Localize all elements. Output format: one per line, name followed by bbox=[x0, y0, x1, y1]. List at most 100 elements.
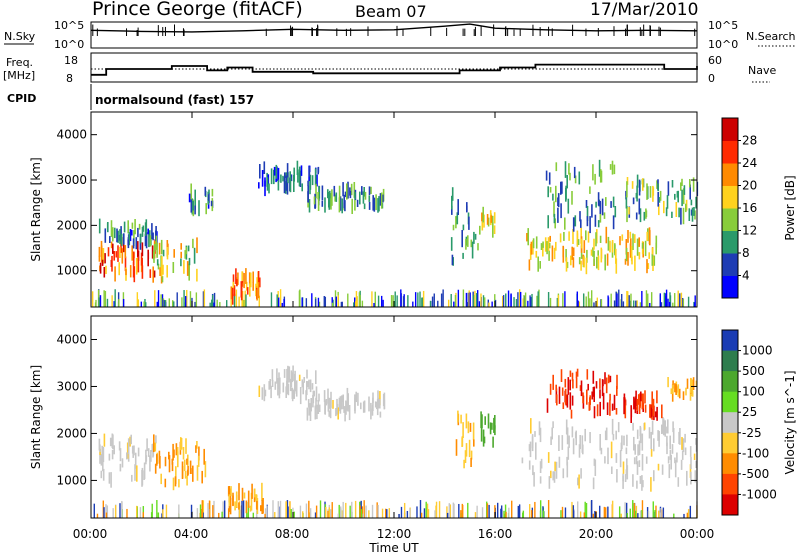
data-cell bbox=[548, 476, 551, 489]
data-cell bbox=[576, 230, 579, 246]
freq-frame bbox=[90, 52, 698, 83]
data-cell bbox=[595, 381, 598, 389]
data-cell bbox=[599, 200, 602, 214]
data-cell bbox=[100, 240, 103, 257]
data-cell bbox=[572, 257, 575, 268]
data-cell bbox=[114, 266, 116, 282]
data-cell bbox=[196, 465, 199, 481]
data-cell bbox=[571, 372, 574, 382]
data-cell bbox=[371, 405, 374, 411]
data-cell bbox=[592, 247, 594, 257]
data-cell bbox=[593, 458, 596, 466]
data-cell bbox=[465, 413, 468, 429]
data-cell bbox=[147, 249, 149, 267]
data-cell bbox=[258, 385, 261, 397]
data-cell bbox=[523, 295, 525, 307]
data-cell bbox=[328, 192, 330, 208]
data-cell bbox=[669, 449, 672, 460]
data-cell bbox=[572, 229, 574, 244]
data-cell bbox=[557, 295, 560, 307]
data-cell bbox=[673, 293, 676, 307]
colorbar-swatch bbox=[722, 453, 738, 475]
data-cell bbox=[98, 218, 101, 234]
colorbar-tick-label: -25 bbox=[742, 426, 762, 440]
data-cell bbox=[287, 365, 289, 380]
data-cell bbox=[517, 292, 519, 307]
data-cell bbox=[219, 302, 221, 307]
data-cell bbox=[530, 241, 533, 255]
data-cell bbox=[165, 504, 168, 518]
data-cell bbox=[268, 183, 270, 194]
data-cell bbox=[626, 434, 628, 447]
data-cell bbox=[595, 201, 597, 208]
data-cell bbox=[672, 384, 674, 394]
data-cell bbox=[611, 500, 614, 518]
data-cell bbox=[508, 507, 510, 518]
data-cell bbox=[612, 215, 615, 230]
data-cell bbox=[161, 513, 163, 518]
data-cell bbox=[563, 232, 565, 241]
data-cell bbox=[593, 302, 595, 307]
data-cell bbox=[287, 506, 289, 518]
colorbar-tick-label: 100 bbox=[742, 385, 765, 399]
data-cell bbox=[511, 500, 513, 518]
data-cell bbox=[160, 294, 162, 307]
data-cell bbox=[440, 293, 443, 307]
data-cell bbox=[532, 465, 534, 476]
data-cell bbox=[601, 198, 604, 216]
data-cell bbox=[353, 182, 356, 198]
data-cell bbox=[613, 394, 616, 410]
data-cell bbox=[651, 247, 654, 255]
data-cell bbox=[494, 415, 496, 429]
data-cell bbox=[542, 241, 544, 248]
data-cell bbox=[547, 237, 550, 251]
data-cell bbox=[291, 388, 294, 402]
data-cell bbox=[279, 500, 282, 518]
data-cell bbox=[119, 229, 121, 244]
data-cell bbox=[244, 290, 246, 307]
data-cell bbox=[639, 475, 642, 484]
data-cell bbox=[619, 236, 621, 246]
data-cell bbox=[552, 193, 554, 201]
data-cell bbox=[461, 436, 464, 447]
data-cell bbox=[340, 506, 342, 518]
data-cell bbox=[161, 256, 163, 270]
data-cell bbox=[178, 479, 180, 488]
data-cell bbox=[679, 428, 681, 445]
data-cell bbox=[483, 436, 486, 444]
data-cell bbox=[451, 205, 453, 215]
data-cell bbox=[207, 199, 209, 205]
data-cell bbox=[496, 502, 499, 518]
data-cell bbox=[456, 212, 459, 225]
data-cell bbox=[108, 472, 111, 484]
data-cell bbox=[457, 199, 459, 215]
data-cell bbox=[633, 300, 635, 307]
data-cell bbox=[176, 447, 179, 461]
data-cell bbox=[173, 249, 175, 258]
data-cell bbox=[126, 442, 129, 459]
data-cell bbox=[171, 300, 174, 307]
data-cell bbox=[104, 290, 107, 307]
data-cell bbox=[108, 453, 111, 461]
data-cell bbox=[686, 378, 689, 389]
data-cell bbox=[129, 265, 132, 278]
data-cell bbox=[624, 258, 627, 265]
data-cell bbox=[645, 210, 648, 218]
data-cell bbox=[150, 450, 152, 462]
data-cell bbox=[371, 291, 373, 307]
data-cell bbox=[681, 189, 683, 207]
data-cell bbox=[238, 296, 240, 307]
data-cell bbox=[540, 458, 543, 469]
data-cell bbox=[101, 259, 104, 266]
data-cell bbox=[672, 302, 674, 307]
data-cell bbox=[277, 167, 280, 183]
data-cell bbox=[623, 435, 625, 446]
data-cell bbox=[695, 196, 697, 209]
data-cell bbox=[609, 240, 611, 253]
data-cell bbox=[604, 254, 606, 271]
data-cell bbox=[374, 291, 376, 307]
data-cell bbox=[574, 175, 577, 184]
data-cell bbox=[242, 500, 245, 518]
data-cell bbox=[641, 245, 644, 255]
data-cell bbox=[562, 245, 564, 258]
